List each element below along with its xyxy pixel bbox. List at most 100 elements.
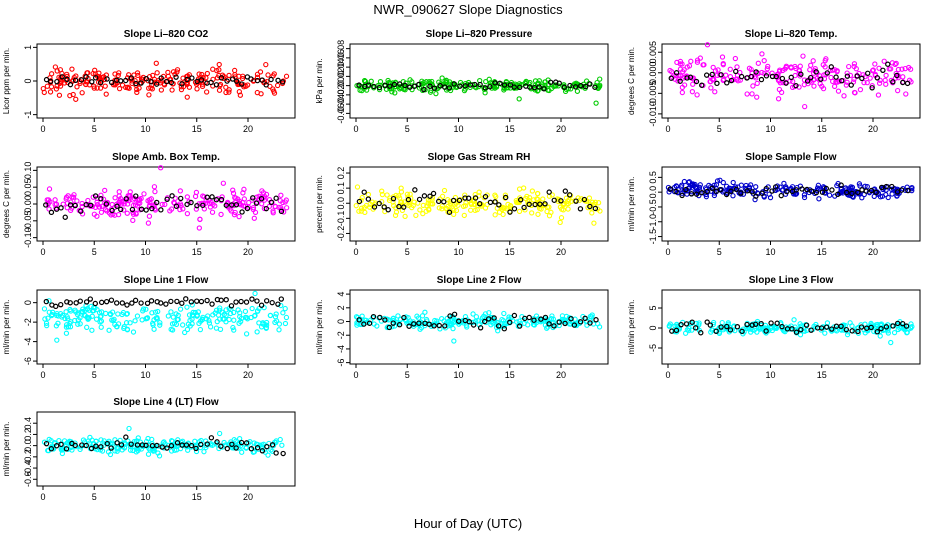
data-point	[419, 78, 425, 84]
reference-point	[592, 84, 598, 90]
data-point	[801, 77, 808, 83]
reference-point	[768, 320, 774, 326]
reference-point	[189, 75, 195, 81]
data-point	[395, 313, 401, 319]
reference-point	[198, 77, 205, 83]
data-point	[169, 87, 175, 93]
reference-point	[89, 79, 95, 85]
reference-point	[482, 85, 488, 91]
x-tick-label: 15	[505, 124, 515, 134]
data-point	[749, 91, 755, 97]
reference-point	[843, 189, 850, 196]
data-point	[156, 453, 163, 459]
data-point	[254, 329, 260, 335]
data-point	[50, 446, 57, 452]
reference-point	[728, 77, 735, 84]
reference-point	[667, 186, 673, 192]
reference-point	[198, 441, 204, 448]
data-point	[720, 60, 726, 67]
reference-point	[874, 329, 881, 335]
data-point	[273, 311, 279, 317]
data-point	[177, 306, 184, 312]
data-point	[186, 72, 192, 78]
data-point	[110, 317, 116, 324]
reference-point	[204, 441, 210, 447]
reference-point	[248, 446, 255, 452]
data-point	[219, 194, 225, 200]
reference-point	[164, 196, 170, 202]
data-point	[753, 184, 759, 190]
y-tick-label: -0.10	[23, 227, 33, 248]
reference-point	[709, 185, 715, 192]
data-point	[468, 201, 475, 208]
data-point	[359, 194, 365, 201]
data-point	[157, 320, 163, 326]
reference-point	[401, 204, 407, 210]
reference-point	[683, 321, 690, 327]
reference-point	[507, 319, 513, 326]
data-point	[677, 66, 684, 72]
data-point	[54, 337, 60, 343]
y-tick-label: 0.0	[23, 439, 33, 452]
data-point	[276, 327, 282, 333]
reference-point	[214, 439, 220, 445]
reference-point	[828, 64, 834, 70]
x-tick-label: 20	[868, 247, 878, 257]
reference-point	[402, 82, 408, 89]
reference-point	[406, 323, 412, 329]
data-point	[116, 193, 122, 199]
data-point	[94, 213, 100, 219]
data-point	[826, 192, 833, 198]
x-tick-label: 15	[817, 247, 827, 257]
data-point	[506, 314, 512, 320]
reference-point	[178, 195, 184, 202]
series-samples	[41, 290, 290, 343]
reference-point	[799, 186, 805, 192]
y-axis-label: ml/min per min.	[627, 300, 636, 355]
reference-point	[717, 186, 723, 193]
y-tick-label: 0.08	[336, 40, 346, 58]
data-point	[89, 308, 96, 314]
reference-point	[578, 83, 584, 89]
reference-point	[279, 79, 286, 85]
reference-point	[411, 83, 418, 89]
data-point	[146, 213, 153, 219]
series-reference	[669, 319, 910, 336]
reference-point	[869, 85, 875, 91]
reference-point	[168, 298, 174, 305]
data-point	[765, 63, 771, 70]
data-point	[363, 317, 369, 324]
y-tick-label: -2	[23, 318, 33, 326]
series-reference	[43, 74, 286, 88]
y-tick-label: 0.0	[336, 197, 346, 210]
x-tick-label: 10	[140, 492, 150, 502]
data-point	[136, 85, 142, 91]
data-point	[816, 196, 822, 202]
data-point	[60, 312, 66, 319]
data-point	[226, 89, 232, 95]
reference-point	[511, 206, 518, 212]
data-point	[682, 330, 689, 336]
data-point	[168, 326, 174, 332]
reference-point	[54, 78, 60, 85]
data-point	[679, 61, 685, 67]
data-point	[549, 192, 555, 198]
data-point	[135, 435, 141, 441]
data-point	[102, 187, 108, 194]
y-tick-label: 0.10	[23, 162, 33, 180]
data-point	[591, 220, 597, 226]
reference-point	[572, 84, 579, 90]
data-point	[230, 324, 236, 331]
data-point	[883, 72, 889, 79]
reference-point	[546, 321, 552, 327]
reference-point	[53, 206, 60, 212]
reference-point	[733, 186, 739, 192]
reference-point	[890, 79, 896, 85]
reference-point	[78, 77, 85, 83]
reference-point	[727, 327, 734, 333]
data-point	[437, 326, 443, 332]
reference-point	[377, 314, 383, 321]
data-point	[199, 83, 206, 90]
reference-point	[259, 448, 266, 454]
data-point	[75, 310, 81, 316]
